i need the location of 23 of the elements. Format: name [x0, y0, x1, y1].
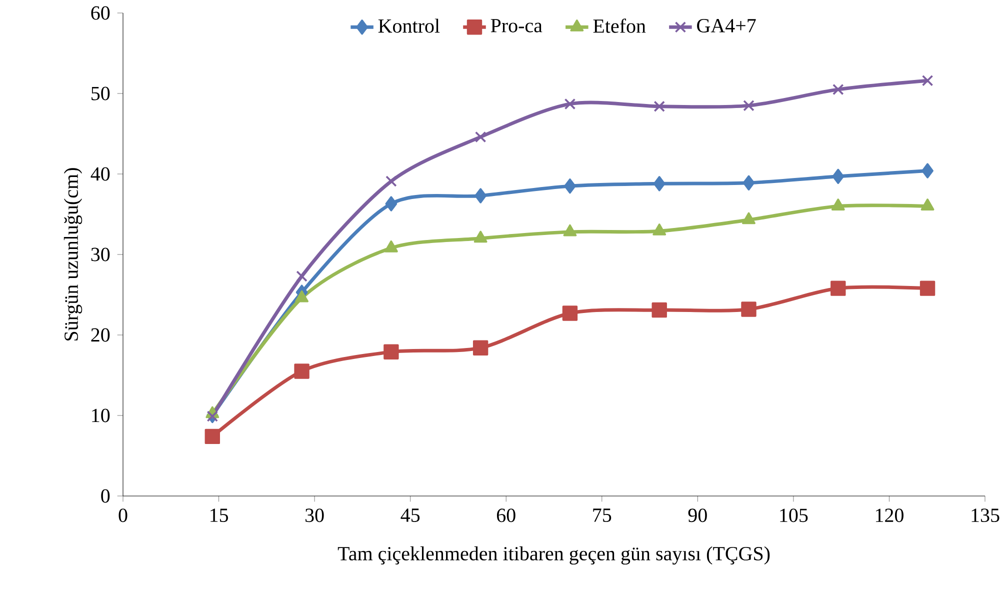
- y-tick-label: 40: [90, 167, 110, 181]
- x-tick-label: 60: [496, 508, 516, 522]
- x-tick-label: 45: [400, 508, 420, 522]
- legend-label: Kontrol: [378, 18, 440, 33]
- x-axis-title: Tam çiçeklenmeden itibaren geçen gün sayısı (TÇGS): [338, 546, 770, 565]
- x-tick-label: 15: [210, 508, 228, 522]
- y-tick-label: 30: [91, 248, 110, 262]
- y-tick-label: 50: [92, 86, 110, 100]
- x-tick-label: 75: [593, 508, 612, 522]
- x-tick-label: 90: [688, 508, 707, 522]
- x-tick-label: 135: [972, 508, 1000, 522]
- legend-label: Pro-ca: [490, 19, 542, 32]
- x-tick-label: 0: [118, 508, 128, 522]
- y-tick-label: 0: [101, 489, 110, 503]
- y-axis-title: Sürgün uzunluğu(cm): [64, 168, 82, 340]
- legend-label: Etefon: [593, 18, 646, 33]
- x-tick-label: 105: [780, 508, 808, 522]
- y-tick-label: 20: [91, 328, 110, 342]
- x-tick-label: 120: [876, 508, 904, 522]
- legend-label: GA4+7: [697, 19, 756, 32]
- x-tick-label: 30: [306, 508, 324, 522]
- y-tick-label: 60: [91, 6, 110, 20]
- y-tick-label: 10: [92, 408, 110, 422]
